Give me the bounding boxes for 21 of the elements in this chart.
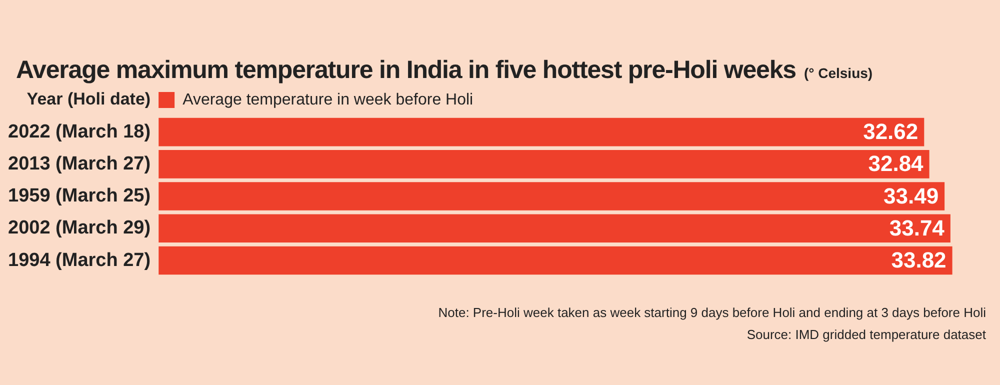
legend-label: Average temperature in week before Holi [182,91,474,108]
data-label: 33.82 [891,248,946,273]
y-tick-label: 1959 (March 25) [8,186,151,207]
bar [158,150,930,178]
data-label: 32.84 [868,151,924,176]
data-label: 33.49 [884,183,939,208]
source-note: Source: IMD gridded temperature dataset [746,326,986,344]
y-axis-title: Year (Holi date) [26,90,151,109]
y-tick-label: 2022 (March 18) [8,121,151,142]
y-tick-label: 2013 (March 27) [8,153,151,174]
bar [158,182,945,210]
y-tick-label: 1994 (March 27) [8,250,151,271]
bar [158,246,952,275]
text: Note: Pre-Holi week taken as week starting 9 days before Holi and ending at 3 days before Holi [438,304,986,322]
bar [158,118,924,146]
data-label: 33.74 [889,215,946,240]
bar [158,214,950,243]
data-label: 32.62 [863,119,918,144]
chart-title: Average maximum temperature in India in five hottest pre-Holi weeks [16,56,796,84]
y-tick-label: 2002 (March 29) [8,218,151,239]
chart-subtitle: (° Celsius) [804,65,873,81]
